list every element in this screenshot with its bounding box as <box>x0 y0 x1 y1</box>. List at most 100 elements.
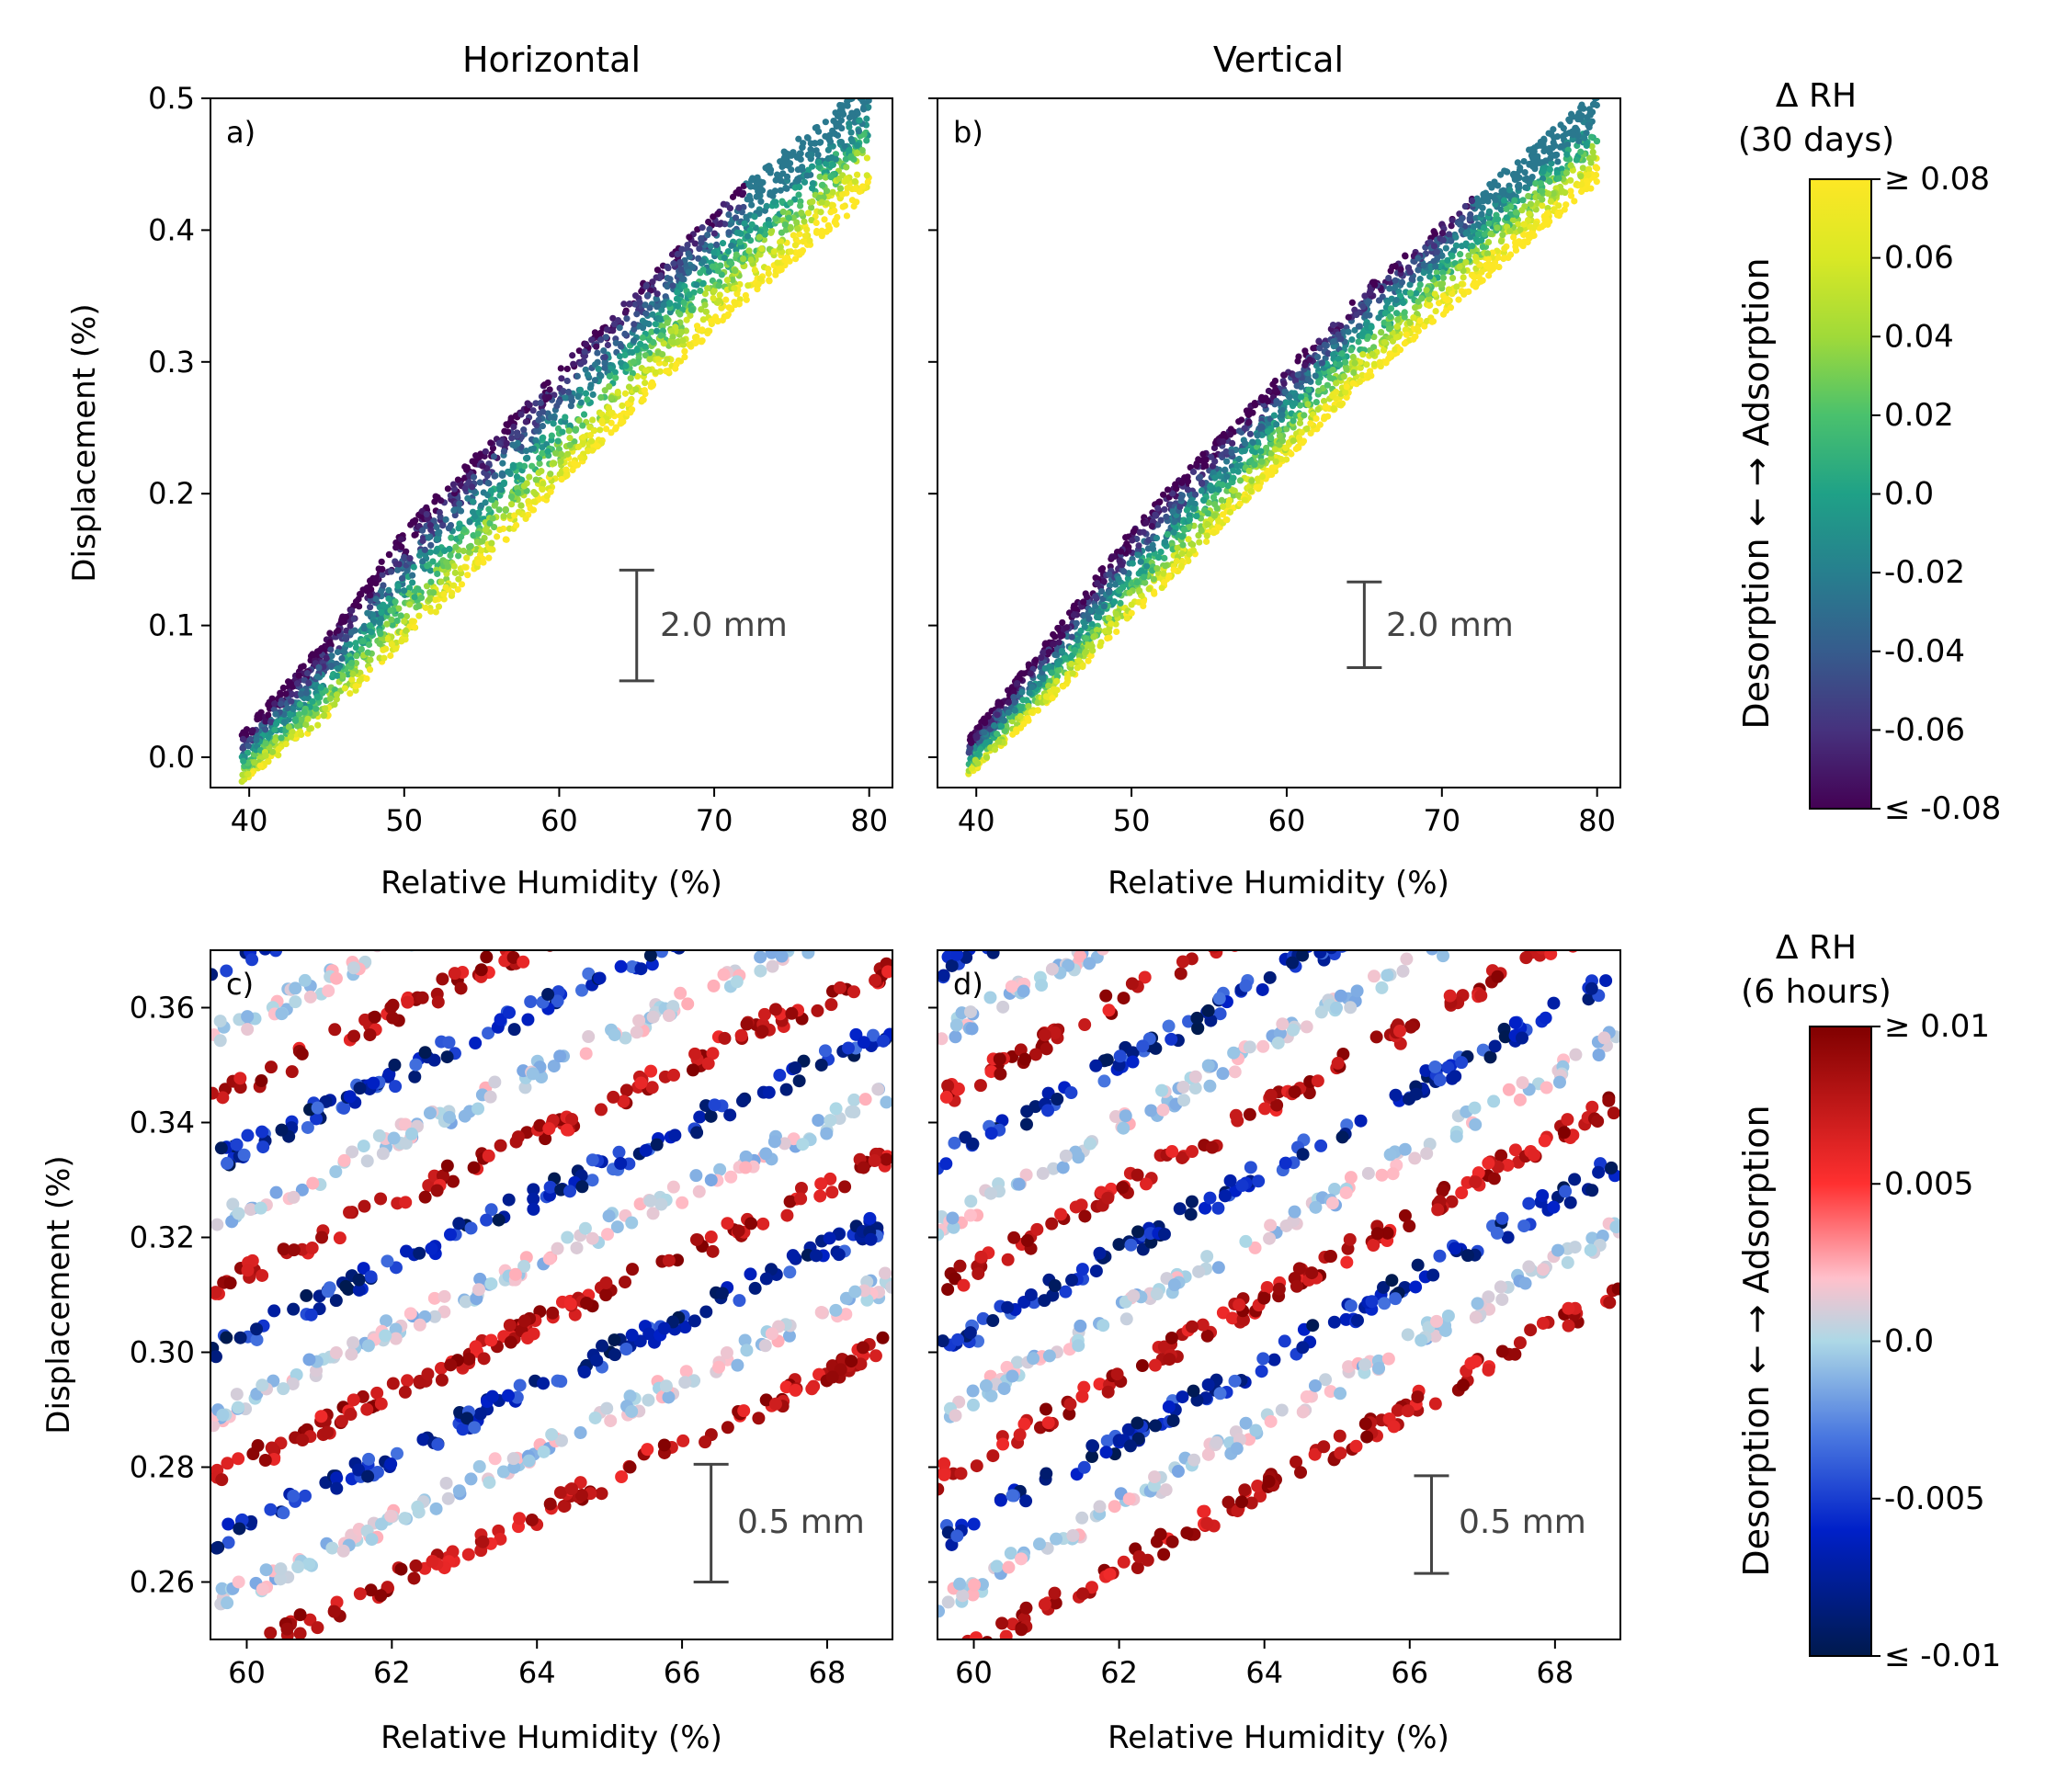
data-point <box>679 336 687 344</box>
data-point <box>591 329 599 336</box>
data-point <box>442 584 449 591</box>
data-point <box>1410 335 1417 343</box>
panel-a-ylabel: Displacement (%) <box>66 303 103 582</box>
data-point <box>398 574 406 583</box>
data-point <box>1338 350 1346 357</box>
data-point <box>833 122 840 130</box>
data-point <box>323 654 330 662</box>
data-point <box>282 740 290 748</box>
data-point <box>335 664 342 673</box>
data-point <box>1592 164 1599 171</box>
data-point <box>1416 276 1424 283</box>
data-point <box>1224 482 1232 490</box>
data-point <box>1449 217 1456 224</box>
data-point <box>243 726 251 733</box>
data-point <box>653 290 661 298</box>
data-point <box>843 176 850 185</box>
data-point <box>539 423 547 430</box>
data-point <box>822 160 830 167</box>
data-point <box>1406 281 1414 289</box>
data-point <box>1349 380 1357 387</box>
data-point <box>699 224 706 232</box>
data-point <box>587 381 595 389</box>
panel-a-ytick-label: 0.2 <box>148 476 195 511</box>
data-point <box>509 461 517 469</box>
data-point <box>1342 389 1349 396</box>
data-point <box>698 306 705 313</box>
data-point <box>343 627 350 634</box>
data-point <box>279 684 287 692</box>
data-point <box>1226 431 1234 438</box>
data-point <box>1518 207 1526 214</box>
data-point <box>358 645 366 653</box>
data-point <box>1170 566 1177 573</box>
data-point <box>863 115 870 122</box>
data-point <box>603 325 611 334</box>
data-point <box>1329 366 1336 374</box>
panel-a-xtick-label: 70 <box>696 803 733 838</box>
data-point <box>1210 444 1219 452</box>
data-point <box>864 178 871 186</box>
data-point <box>551 391 558 399</box>
data-point <box>968 765 976 772</box>
panel-a-scale-bar-label: 2.0 mm <box>660 607 788 644</box>
data-point <box>791 242 800 249</box>
data-point <box>777 238 784 245</box>
data-point <box>1271 377 1279 385</box>
data-point <box>491 472 498 480</box>
data-point <box>1322 403 1329 410</box>
data-point <box>449 481 458 488</box>
data-point <box>545 393 552 401</box>
data-point <box>1549 144 1556 152</box>
data-point <box>563 377 571 385</box>
data-point <box>808 204 815 211</box>
data-point <box>630 358 637 366</box>
data-point <box>642 352 649 359</box>
data-point <box>796 183 803 191</box>
data-point <box>652 321 659 328</box>
data-point <box>244 743 252 750</box>
data-point <box>1590 153 1597 162</box>
data-point <box>997 722 1006 730</box>
data-point <box>1161 554 1168 561</box>
data-point <box>1577 148 1585 155</box>
data-point <box>681 347 688 355</box>
data-point <box>967 744 974 752</box>
data-point <box>313 694 321 701</box>
data-point <box>743 213 750 221</box>
data-point <box>1055 639 1062 646</box>
data-point <box>1474 202 1483 210</box>
data-point <box>368 580 375 587</box>
data-point <box>1537 142 1544 149</box>
data-point <box>1475 273 1483 281</box>
data-point <box>626 300 633 308</box>
data-point <box>523 487 530 494</box>
data-point <box>783 173 791 181</box>
data-point <box>397 612 404 619</box>
data-point <box>642 343 649 350</box>
data-point <box>1218 496 1225 504</box>
data-point <box>529 407 537 414</box>
data-point <box>1097 639 1105 646</box>
data-point <box>708 317 715 324</box>
data-point <box>785 214 792 221</box>
panel-a-xlabel: Relative Humidity (%) <box>381 865 722 902</box>
data-point <box>804 210 812 217</box>
data-point <box>1423 317 1431 325</box>
data-point <box>383 620 391 628</box>
data-point <box>1348 335 1356 344</box>
data-point <box>1296 402 1304 409</box>
data-point <box>1396 292 1404 300</box>
data-point <box>710 230 718 237</box>
data-point <box>717 262 724 269</box>
data-point <box>1378 328 1385 336</box>
data-point <box>275 745 282 753</box>
data-point <box>1219 482 1226 489</box>
data-point <box>852 185 859 193</box>
data-point <box>1199 480 1206 487</box>
data-point <box>1526 179 1534 187</box>
data-point <box>562 466 570 473</box>
data-point <box>1404 264 1412 271</box>
data-point <box>567 403 574 410</box>
data-point <box>1439 269 1447 277</box>
